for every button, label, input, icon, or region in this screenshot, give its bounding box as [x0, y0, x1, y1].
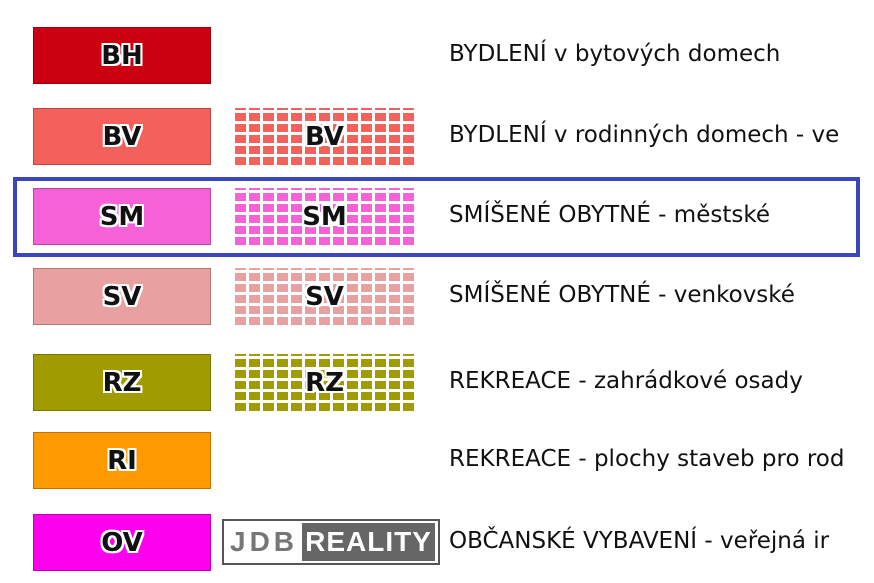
legend-row-ov: OV OBČANSKÉ VYBAVENÍ - veřejná ir [0, 514, 874, 571]
hatched-swatch: SV [235, 268, 414, 325]
watermark-logo: JDB REALITY [222, 519, 440, 565]
zone-description: SMÍŠENÉ OBYTNÉ - venkovské [449, 282, 795, 308]
hatched-swatch: SM [235, 188, 414, 245]
color-swatch: RI [33, 432, 211, 489]
zone-code: SV [305, 281, 344, 312]
watermark-right: REALITY [302, 523, 435, 561]
watermark-left: JDB [230, 526, 299, 557]
zone-description: BYDLENÍ v bytových domech [449, 41, 781, 67]
zone-code: BV [305, 121, 344, 152]
legend-row-sm: SM SM SMÍŠENÉ OBYTNÉ - městské [0, 188, 874, 245]
zone-code: RZ [305, 367, 344, 398]
zone-code: SM [99, 201, 145, 232]
legend-row-ri: RI REKREACE - plochy staveb pro rod [0, 432, 874, 489]
zone-description: OBČANSKÉ VYBAVENÍ - veřejná ir [449, 528, 830, 554]
zone-description: SMÍŠENÉ OBYTNÉ - městské [449, 202, 770, 228]
hatched-swatch: BV [235, 108, 414, 165]
zone-code: BH [101, 40, 143, 71]
zone-description: BYDLENÍ v rodinných domech - ve [449, 122, 840, 148]
color-swatch: BH [33, 27, 211, 84]
color-swatch: OV [33, 514, 211, 571]
zone-code: RI [107, 445, 137, 476]
hatched-swatch: RZ [235, 354, 414, 411]
zone-code: RZ [102, 367, 142, 398]
zone-description: REKREACE - plochy staveb pro rod [449, 446, 845, 472]
legend-row-sv: SV SV SMÍŠENÉ OBYTNÉ - venkovské [0, 268, 874, 325]
legend-row-bh: BH BYDLENÍ v bytových domech [0, 27, 874, 84]
color-swatch: RZ [33, 354, 211, 411]
color-swatch: BV [33, 108, 211, 165]
zone-code: SM [302, 201, 347, 232]
highlight-box [13, 177, 860, 257]
zone-code: SV [102, 281, 142, 312]
legend-row-bv: BV BV BYDLENÍ v rodinných domech - ve [0, 108, 874, 165]
color-swatch: SV [33, 268, 211, 325]
zone-description: REKREACE - zahrádkové osady [449, 368, 803, 394]
zone-code: OV [101, 527, 143, 558]
zone-code: BV [102, 121, 142, 152]
legend-row-rz: RZ RZ REKREACE - zahrádkové osady [0, 354, 874, 411]
color-swatch: SM [33, 188, 211, 245]
